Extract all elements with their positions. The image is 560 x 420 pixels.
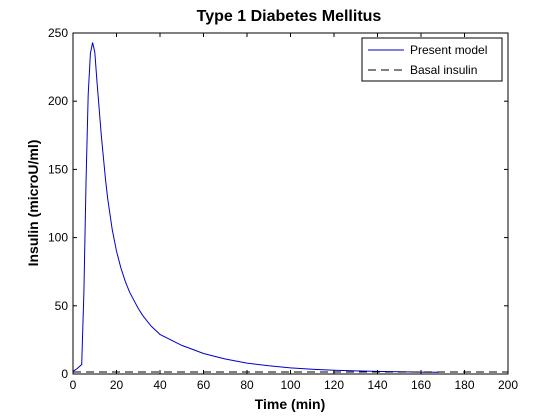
y-tick-label: 0 <box>61 367 68 381</box>
legend-box <box>361 37 503 82</box>
x-tick-label: 180 <box>454 378 474 392</box>
y-tick-label: 100 <box>48 231 68 245</box>
chart-title: Type 1 Diabetes Mellitus <box>197 8 382 25</box>
x-tick-label: 100 <box>280 378 300 392</box>
x-axis-title: Time (min) <box>255 396 326 412</box>
x-tick-label: 60 <box>197 378 211 392</box>
x-tick-label: 20 <box>110 378 124 392</box>
legend: Present model Basal insulin <box>361 37 503 82</box>
x-tick-label: 40 <box>153 378 167 392</box>
series-layer <box>72 42 508 373</box>
x-tick-label: 80 <box>240 378 254 392</box>
y-axis-title: Insulin (microU/ml) <box>25 140 41 267</box>
x-tick-label: 140 <box>367 378 387 392</box>
y-tick-label: 50 <box>55 299 69 313</box>
series-line-present-model <box>72 42 439 373</box>
x-tick-label: 0 <box>70 378 77 392</box>
legend-label-present-model: Present model <box>410 43 487 57</box>
y-tick-label: 250 <box>48 26 68 40</box>
x-tick-label: 200 <box>498 378 518 392</box>
ticks-layer: 0 20 40 60 80 100 120 140 160 180 200 0 50 100 150 200 2… <box>48 26 518 392</box>
x-tick-label: 160 <box>411 378 431 392</box>
plot-area <box>72 32 509 375</box>
y-tick-label: 200 <box>48 94 68 108</box>
x-tick-label: 120 <box>324 378 344 392</box>
legend-label-basal-insulin: Basal insulin <box>410 63 477 77</box>
y-tick-label: 150 <box>48 162 68 176</box>
